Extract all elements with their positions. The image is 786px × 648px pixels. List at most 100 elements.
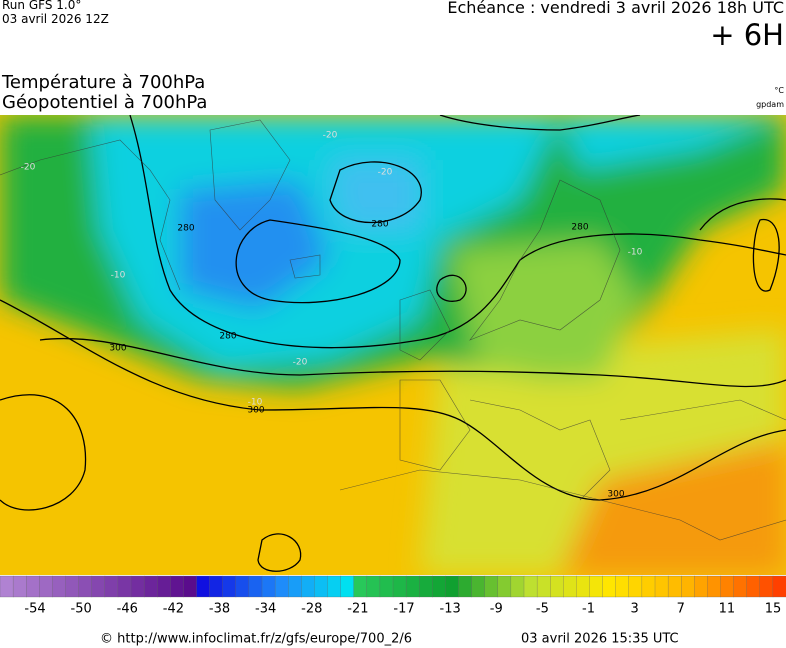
color-swatch xyxy=(353,575,368,598)
contour-label: -20 xyxy=(293,358,308,368)
color-swatch xyxy=(589,575,604,598)
color-swatch xyxy=(615,575,630,598)
legend-label: -46 xyxy=(117,602,138,617)
legend-label: -1 xyxy=(582,602,595,617)
color-swatch xyxy=(261,575,276,598)
lead-time: + 6H xyxy=(710,18,784,52)
legend-label: -28 xyxy=(301,602,322,617)
color-swatch xyxy=(26,575,40,598)
color-swatch xyxy=(248,575,263,598)
color-swatch xyxy=(628,575,643,598)
color-swatch xyxy=(0,575,14,598)
contour-label: 280 xyxy=(371,220,388,230)
color-swatch xyxy=(759,575,774,598)
color-swatch xyxy=(576,575,590,598)
contour-label: -20 xyxy=(323,131,338,141)
color-swatch xyxy=(170,575,184,598)
contour-label: 300 xyxy=(607,490,624,500)
color-swatch xyxy=(196,575,211,598)
color-swatch xyxy=(484,575,499,598)
temperature-field xyxy=(0,115,786,575)
legend-label: -34 xyxy=(255,602,276,617)
color-swatch xyxy=(104,575,119,598)
contour-label: 280 xyxy=(177,224,194,234)
color-swatch xyxy=(130,575,145,598)
legend-label: -17 xyxy=(393,602,414,617)
color-swatch xyxy=(65,575,80,598)
contour-label: -20 xyxy=(21,163,36,173)
color-swatch xyxy=(366,575,381,598)
color-swatch xyxy=(222,575,237,598)
color-swatch xyxy=(419,575,433,598)
color-swatch xyxy=(301,575,315,598)
legend-label: -5 xyxy=(536,602,549,617)
footer-source: © http://www.infoclimat.fr/z/gfs/europe/… xyxy=(100,632,412,647)
coastlines xyxy=(0,119,786,541)
color-swatch xyxy=(405,575,420,598)
color-swatch xyxy=(379,575,394,598)
contour-label: 280 xyxy=(219,332,236,342)
color-swatch xyxy=(340,575,355,598)
legend-label: -54 xyxy=(24,602,45,617)
color-swatch xyxy=(746,575,761,598)
color-swatch xyxy=(157,575,171,598)
color-swatch xyxy=(274,575,289,598)
contour-label: 280 xyxy=(571,223,588,233)
echeance: Echéance : vendredi 3 avril 2026 18h UTC xyxy=(447,0,784,17)
color-swatch xyxy=(52,575,66,598)
color-swatch xyxy=(510,575,525,598)
contour-label: -10 xyxy=(111,271,126,281)
color-swatch xyxy=(733,575,748,598)
contour-label: 300 xyxy=(109,344,126,354)
color-swatch xyxy=(654,575,669,598)
color-swatch xyxy=(667,575,682,598)
geopotential-contours xyxy=(0,115,786,572)
legend-label: -42 xyxy=(163,602,184,617)
title-temperature: Température à 700hPa xyxy=(2,72,206,93)
color-swatch xyxy=(720,575,735,598)
legend-label: 3 xyxy=(630,602,638,617)
footer-generated: 03 avril 2026 15:35 UTC xyxy=(521,632,679,647)
contour-label: -10 xyxy=(628,248,643,258)
color-swatch xyxy=(694,575,708,598)
legend-label: 15 xyxy=(765,602,782,617)
legend-label: -9 xyxy=(490,602,503,617)
color-swatch xyxy=(445,575,459,598)
color-swatch xyxy=(327,575,342,598)
color-swatch xyxy=(497,575,512,598)
color-swatch xyxy=(209,575,224,598)
color-swatch xyxy=(117,575,132,598)
legend-label: 7 xyxy=(677,602,685,617)
unit-temperature: °C xyxy=(774,86,784,95)
color-swatch xyxy=(91,575,106,598)
color-swatch xyxy=(235,575,250,598)
color-swatch xyxy=(523,575,538,598)
color-swatch xyxy=(12,575,27,598)
legend-label: 11 xyxy=(719,602,736,617)
color-swatch xyxy=(707,575,721,598)
color-swatch xyxy=(432,575,446,598)
color-swatch xyxy=(183,575,197,598)
color-swatch xyxy=(392,575,407,598)
legend-label: -38 xyxy=(209,602,230,617)
contour-label: -10 xyxy=(248,398,263,408)
color-swatch xyxy=(681,575,695,598)
contour-label: -20 xyxy=(378,168,393,178)
color-swatch xyxy=(471,575,486,598)
run-date: 03 avril 2026 12Z xyxy=(2,12,109,26)
legend-label: -13 xyxy=(440,602,461,617)
legend-label: -21 xyxy=(347,602,368,617)
color-swatch xyxy=(641,575,656,598)
color-swatch xyxy=(458,575,473,598)
color-swatch xyxy=(78,575,93,598)
color-swatch xyxy=(772,575,786,598)
contour-label: 300 xyxy=(247,406,264,416)
run-label: Run GFS 1.0° xyxy=(2,0,82,12)
legend-label: -50 xyxy=(71,602,92,617)
color-swatch xyxy=(563,575,577,598)
color-swatch xyxy=(536,575,551,598)
color-swatch xyxy=(39,575,53,598)
color-swatch xyxy=(550,575,564,598)
